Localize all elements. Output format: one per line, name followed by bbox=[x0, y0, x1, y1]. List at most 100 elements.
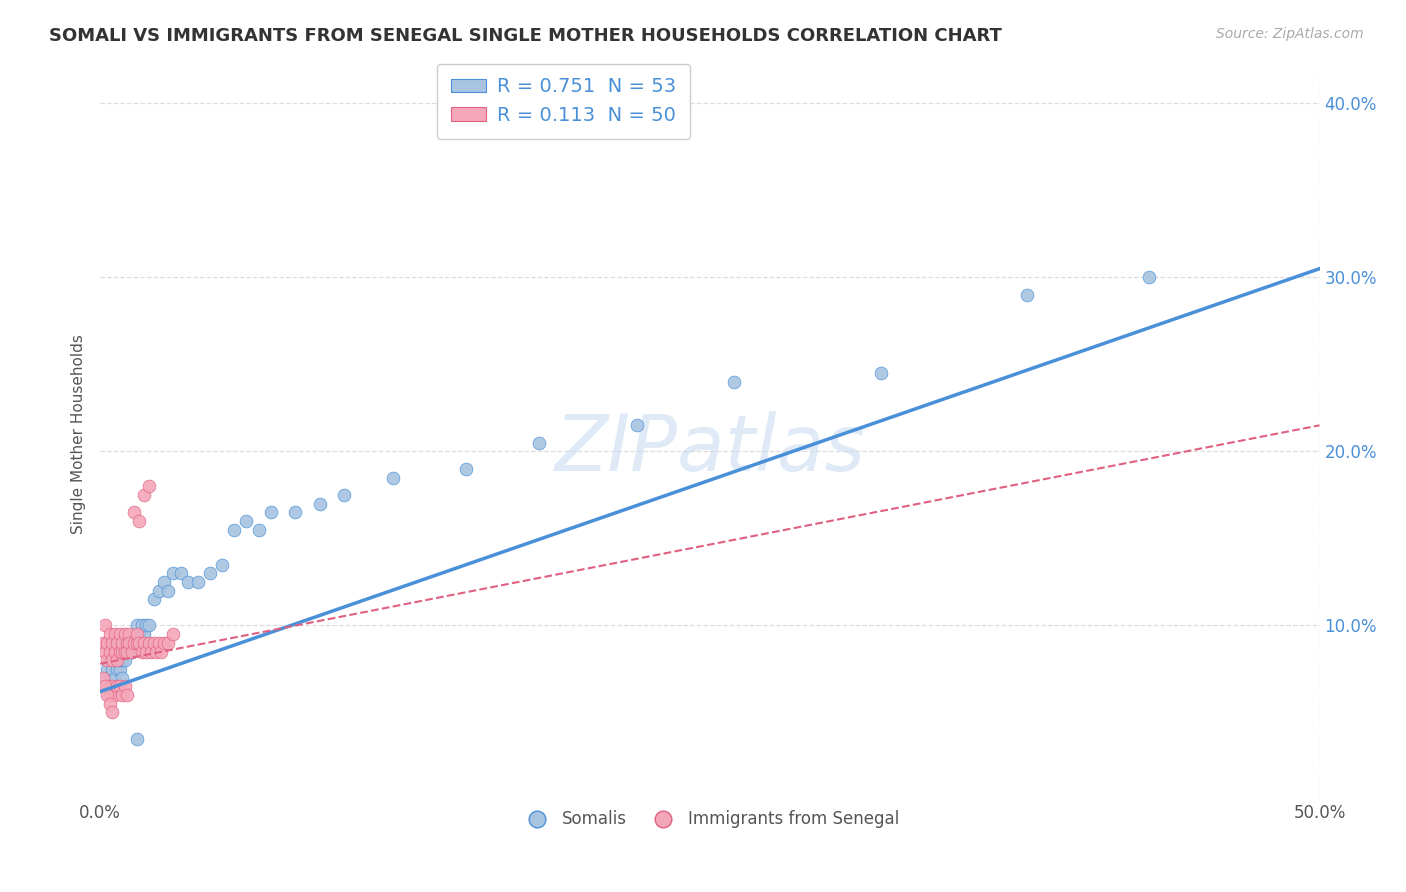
Point bbox=[94, 644, 117, 658]
Point bbox=[98, 697, 121, 711]
Point bbox=[118, 636, 141, 650]
Point bbox=[150, 644, 173, 658]
Point bbox=[101, 644, 124, 658]
Point bbox=[125, 731, 148, 746]
Point bbox=[121, 644, 143, 658]
Point bbox=[101, 706, 124, 720]
Point bbox=[132, 627, 155, 641]
Point bbox=[152, 636, 174, 650]
Point bbox=[94, 679, 117, 693]
Point bbox=[626, 418, 648, 433]
Point bbox=[96, 688, 118, 702]
Point bbox=[104, 644, 127, 658]
Point bbox=[115, 636, 138, 650]
Point bbox=[145, 644, 167, 658]
Point bbox=[98, 644, 121, 658]
Point bbox=[132, 488, 155, 502]
Point bbox=[177, 574, 200, 589]
Point bbox=[128, 627, 150, 641]
Text: Source: ZipAtlas.com: Source: ZipAtlas.com bbox=[1216, 27, 1364, 41]
Point bbox=[308, 497, 330, 511]
Point bbox=[118, 636, 141, 650]
Point bbox=[198, 566, 221, 581]
Point bbox=[128, 514, 150, 528]
Point bbox=[211, 558, 233, 572]
Point bbox=[104, 653, 127, 667]
Point bbox=[105, 679, 128, 693]
Point bbox=[124, 505, 146, 519]
Point bbox=[260, 505, 283, 519]
Point bbox=[142, 592, 165, 607]
Point bbox=[105, 644, 128, 658]
Point bbox=[148, 583, 170, 598]
Point bbox=[104, 671, 127, 685]
Point bbox=[115, 688, 138, 702]
Text: SOMALI VS IMMIGRANTS FROM SENEGAL SINGLE MOTHER HOUSEHOLDS CORRELATION CHART: SOMALI VS IMMIGRANTS FROM SENEGAL SINGLE… bbox=[49, 27, 1002, 45]
Point bbox=[125, 627, 148, 641]
Point bbox=[108, 662, 131, 676]
Point bbox=[162, 627, 184, 641]
Point bbox=[91, 671, 114, 685]
Point bbox=[527, 435, 550, 450]
Point bbox=[114, 653, 136, 667]
Point bbox=[132, 636, 155, 650]
Point bbox=[115, 644, 138, 658]
Point bbox=[96, 653, 118, 667]
Point bbox=[96, 662, 118, 676]
Point bbox=[125, 636, 148, 650]
Point bbox=[98, 688, 121, 702]
Point bbox=[98, 627, 121, 641]
Point bbox=[98, 679, 121, 693]
Point bbox=[224, 523, 246, 537]
Point bbox=[101, 636, 124, 650]
Point bbox=[94, 679, 117, 693]
Point bbox=[114, 627, 136, 641]
Point bbox=[1137, 270, 1160, 285]
Point bbox=[1015, 287, 1038, 301]
Point bbox=[121, 644, 143, 658]
Point bbox=[111, 636, 134, 650]
Point bbox=[135, 644, 157, 658]
Point bbox=[94, 618, 117, 632]
Point bbox=[111, 653, 134, 667]
Point bbox=[101, 653, 124, 667]
Text: ZIPatlas: ZIPatlas bbox=[554, 410, 865, 487]
Point bbox=[96, 636, 118, 650]
Point bbox=[91, 636, 114, 650]
Point bbox=[141, 644, 163, 658]
Point bbox=[454, 462, 477, 476]
Point bbox=[108, 653, 131, 667]
Point bbox=[169, 566, 191, 581]
Point bbox=[125, 636, 148, 650]
Legend: Somalis, Immigrants from Senegal: Somalis, Immigrants from Senegal bbox=[513, 804, 907, 835]
Point bbox=[101, 662, 124, 676]
Point bbox=[108, 627, 131, 641]
Point bbox=[148, 636, 170, 650]
Point bbox=[138, 618, 160, 632]
Point bbox=[157, 583, 180, 598]
Point bbox=[114, 679, 136, 693]
Point bbox=[157, 636, 180, 650]
Point bbox=[105, 662, 128, 676]
Point bbox=[101, 679, 124, 693]
Point bbox=[108, 679, 131, 693]
Point bbox=[723, 375, 745, 389]
Point bbox=[94, 671, 117, 685]
Point bbox=[118, 627, 141, 641]
Point bbox=[138, 479, 160, 493]
Point bbox=[104, 688, 127, 702]
Point bbox=[111, 671, 134, 685]
Point bbox=[247, 523, 270, 537]
Point bbox=[138, 636, 160, 650]
Point bbox=[125, 618, 148, 632]
Point bbox=[98, 653, 121, 667]
Point bbox=[187, 574, 209, 589]
Point bbox=[333, 488, 356, 502]
Point bbox=[381, 470, 404, 484]
Point bbox=[135, 618, 157, 632]
Point bbox=[115, 644, 138, 658]
Point bbox=[124, 636, 146, 650]
Point bbox=[284, 505, 307, 519]
Point bbox=[105, 653, 128, 667]
Point bbox=[128, 636, 150, 650]
